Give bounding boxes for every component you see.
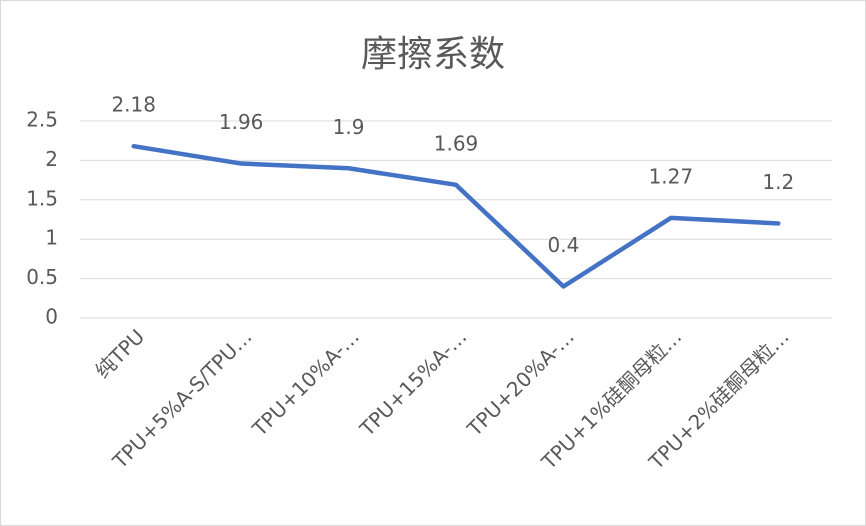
data-label: 1.2: [762, 170, 794, 194]
data-label: 1.96: [219, 110, 264, 134]
data-label: 0.4: [548, 233, 580, 257]
chart-title: 摩擦系数: [361, 34, 505, 75]
data-label: 2.18: [111, 93, 156, 117]
data-label: 1.27: [649, 164, 694, 188]
data-label: 1.69: [434, 131, 479, 155]
y-tick-label: 2: [45, 147, 58, 171]
line-series: [131, 143, 781, 289]
data-label: 1.9: [333, 115, 365, 139]
y-tick-label: 0: [45, 305, 58, 329]
y-tick-label: 2.5: [26, 108, 58, 132]
y-tick-label: 1: [45, 226, 58, 250]
y-tick-label: 1.5: [26, 186, 58, 210]
y-tick-label: 0.5: [26, 265, 58, 289]
